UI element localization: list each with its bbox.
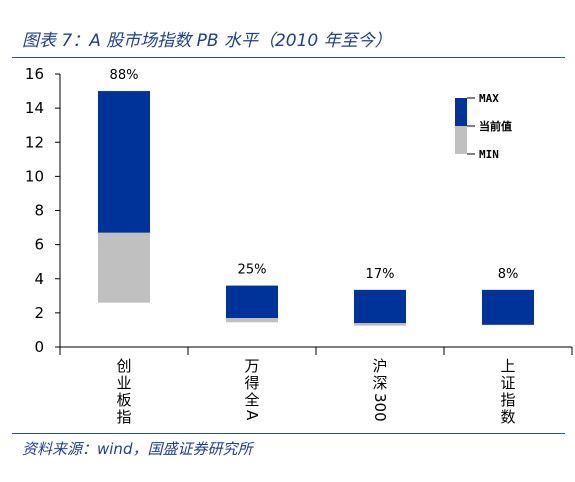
category-label-char: 数 bbox=[500, 408, 515, 426]
category-label-char: 深 bbox=[372, 374, 387, 392]
bars bbox=[98, 91, 534, 326]
percentile-label: 25% bbox=[238, 263, 267, 278]
bar-upper-segment bbox=[226, 285, 278, 318]
y-tick-label: 6 bbox=[34, 236, 44, 254]
category-label-char: 创 bbox=[116, 357, 131, 375]
bar-upper-segment bbox=[482, 289, 534, 325]
category-label-char: 证 bbox=[500, 374, 515, 392]
legend-upper-swatch bbox=[455, 98, 467, 126]
percentile-labels: 88% 25% 17% 8% bbox=[110, 68, 519, 282]
legend-lower-swatch bbox=[455, 126, 467, 154]
category-label-char: 沪 bbox=[372, 357, 387, 375]
category-label-char: 全 bbox=[244, 391, 259, 409]
y-tick-label: 8 bbox=[34, 202, 44, 220]
y-tick-label: 12 bbox=[25, 133, 44, 151]
y-tick-label: 4 bbox=[34, 270, 44, 288]
y-axis: 0 2 4 6 8 10 12 14 16 bbox=[25, 65, 61, 356]
bar-lower-segment bbox=[98, 232, 150, 303]
figure-title: 图表 7：A 股市场指数 PB 水平（2010 年至今） bbox=[22, 31, 392, 51]
percentile-label: 8% bbox=[498, 267, 519, 282]
category-label-char: 得 bbox=[244, 374, 259, 392]
category-label-char: 业 bbox=[116, 374, 131, 392]
legend: MAX 当前值 MIN bbox=[455, 92, 512, 161]
category-label-char: 万 bbox=[244, 357, 259, 375]
y-tick-label: 10 bbox=[25, 167, 44, 185]
bar-lower-segment bbox=[354, 323, 406, 326]
category-label-char: 上 bbox=[500, 357, 515, 375]
category-label-char: 板 bbox=[116, 391, 131, 409]
bar-lower-segment bbox=[226, 317, 278, 323]
y-tick-label: 2 bbox=[34, 304, 44, 322]
y-tick-label: 14 bbox=[25, 99, 44, 117]
legend-label: MAX bbox=[479, 92, 499, 105]
title-rule bbox=[12, 57, 565, 58]
bar-upper-segment bbox=[98, 91, 150, 233]
category-label-char: 指 bbox=[116, 408, 131, 426]
legend-label: MIN bbox=[479, 148, 499, 161]
source-rule bbox=[12, 433, 565, 434]
category-label-char: 指 bbox=[500, 391, 515, 409]
bar-upper-segment bbox=[354, 289, 406, 324]
category-label-run: A bbox=[243, 410, 261, 421]
y-tick-label: 16 bbox=[25, 65, 44, 83]
y-tick-label: 0 bbox=[34, 338, 44, 356]
percentile-label: 17% bbox=[366, 267, 395, 282]
x-axis bbox=[59, 346, 573, 355]
legend-label: 当前值 bbox=[479, 119, 512, 133]
percentile-label: 88% bbox=[110, 68, 139, 83]
category-label-run: 300 bbox=[371, 393, 389, 422]
figure-source: 资料来源：wind，国盛证券研究所 bbox=[22, 440, 253, 458]
